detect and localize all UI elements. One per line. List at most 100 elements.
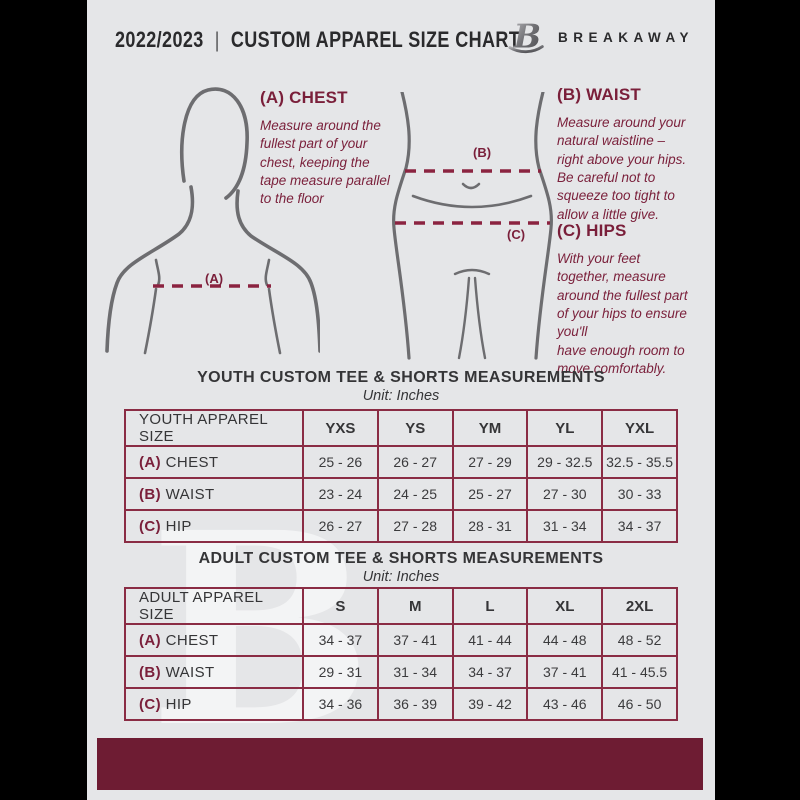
left-shoulder-arm <box>105 185 195 353</box>
size-label-header: ADULT APPAREL SIZE <box>124 587 304 625</box>
row-label: (B) WAIST <box>124 655 304 689</box>
youth-table-unit: Unit: Inches <box>362 388 440 404</box>
page-title: 2022/2023 | CUSTOM APPAREL SIZE CHART <box>115 27 520 53</box>
row-label: (C) HIP <box>124 509 304 543</box>
measurement-value: 34 - 37 <box>302 623 379 657</box>
hip-line-label: (C) <box>507 227 526 242</box>
row-label: (A) CHEST <box>124 623 304 657</box>
logo-swoosh <box>508 45 544 54</box>
upper-body-diagram: (A) <box>105 83 322 355</box>
right-armpit <box>264 258 271 287</box>
measurement-value: 25 - 26 <box>302 445 379 479</box>
row-letter-prefix: (A) <box>139 631 162 649</box>
row-label: (C) HIP <box>124 687 304 721</box>
measurement-value: 36 - 39 <box>376 687 454 721</box>
waist-heading: (B) WAIST <box>557 85 641 104</box>
title-divider: | <box>214 29 220 52</box>
measurement-value: 26 - 27 <box>376 445 454 479</box>
navel-curve <box>461 182 481 190</box>
measurement-value: 34 - 36 <box>302 687 379 721</box>
hips-heading: (C) HIPS <box>557 221 627 240</box>
chest-instructions: (A) CHEST Measure around the fullest par… <box>260 88 410 209</box>
measurement-value: 31 - 34 <box>376 655 454 689</box>
row-label: (A) CHEST <box>124 445 304 479</box>
measurement-value: 43 - 46 <box>526 687 604 721</box>
measurement-value: 32.5 - 35.5 <box>601 445 678 479</box>
adult-table-title: ADULT CUSTOM TEE & SHORTS MEASUREMENTS <box>198 550 604 567</box>
measurement-value: 27 - 28 <box>376 509 454 543</box>
measurement-value: 34 - 37 <box>601 509 678 543</box>
left-armpit <box>154 258 161 287</box>
row-letter-prefix: (C) <box>139 695 162 713</box>
head-outline <box>180 87 249 200</box>
size-column-header: L <box>451 587 529 625</box>
measurement-value: 39 - 42 <box>451 687 529 721</box>
size-label-header: YOUTH APPAREL SIZE <box>124 409 304 447</box>
measurement-value: 37 - 41 <box>376 623 454 657</box>
row-label: (B) WAIST <box>124 477 304 511</box>
hip-crease-curve <box>411 194 533 209</box>
measurement-value: 37 - 41 <box>526 655 604 689</box>
measurement-value: 27 - 29 <box>451 445 529 479</box>
measurement-value: 44 - 48 <box>526 623 604 657</box>
waist-instructions: (B) WAIST Measure around your natural wa… <box>557 85 707 224</box>
measurement-value: 29 - 32.5 <box>526 445 604 479</box>
table-row: (C) HIP 26 - 27 27 - 28 28 - 31 31 - 34 34 - … <box>124 509 678 543</box>
size-column-header: YXL <box>601 409 678 447</box>
youth-size-table: YOUTH APPAREL SIZE YXS YS YM YL YXL (A) CHEST 2… <box>124 409 678 543</box>
crotch-curve <box>453 268 491 276</box>
upper-body-figure <box>105 87 322 355</box>
hips-instructions: (C) HIPS With your feet together, measur… <box>557 221 707 379</box>
measurement-value: 41 - 45.5 <box>601 655 678 689</box>
content-layer: 2022/2023 | CUSTOM APPAREL SIZE CHART B BR… <box>87 0 715 800</box>
measurement-value: 25 - 27 <box>451 477 529 511</box>
title-year: 2022/2023 <box>115 27 204 52</box>
row-letter-prefix: (C) <box>139 517 162 535</box>
table-row: (B) WAIST 23 - 24 24 - 25 25 - 27 27 - 30 30 … <box>124 477 678 511</box>
waist-body: Measure around your natural waistline – … <box>557 115 687 222</box>
footer-accent-bar <box>97 738 703 790</box>
measurement-value: 28 - 31 <box>451 509 529 543</box>
table-row: (B) WAIST 29 - 31 31 - 34 34 - 37 37 - 41 41 … <box>124 655 678 689</box>
row-letter-prefix: (B) <box>139 485 162 503</box>
chest-heading: (A) CHEST <box>260 88 348 107</box>
size-column-header: YXS <box>302 409 379 447</box>
youth-table-title: YOUTH CUSTOM TEE & SHORTS MEASUREMENTS <box>197 369 605 386</box>
chest-body: Measure around the fullest part of your … <box>260 118 390 207</box>
measurement-value: 34 - 37 <box>451 655 529 689</box>
measurement-value: 31 - 34 <box>526 509 604 543</box>
waist-line-label: (B) <box>473 145 492 160</box>
size-column-header: YL <box>526 409 604 447</box>
left-body-outline <box>392 90 411 360</box>
left-inner-arm <box>143 287 158 355</box>
measurement-value: 48 - 52 <box>601 623 678 657</box>
right-inner-arm <box>267 287 282 355</box>
measurement-value: 29 - 31 <box>302 655 379 689</box>
right-inner-leg <box>473 276 487 360</box>
adult-table-unit: Unit: Inches <box>362 569 440 585</box>
measurement-value: 24 - 25 <box>376 477 454 511</box>
size-column-header: YM <box>451 409 529 447</box>
right-body-outline <box>534 90 553 360</box>
row-letter-prefix: (B) <box>139 663 162 681</box>
brand-name: BREAKAWAY <box>558 29 695 45</box>
brand-block: B BREAKAWAY <box>507 16 694 58</box>
size-chart-document: B 2022/2023 | CUSTOM APPAREL SIZE CHART B … <box>87 0 715 800</box>
measurement-value: 23 - 24 <box>302 477 379 511</box>
size-column-header: 2XL <box>601 587 678 625</box>
lower-body-diagram: (B) (C) <box>385 90 560 360</box>
measurement-value: 30 - 33 <box>601 477 678 511</box>
breakaway-logo-icon: B <box>508 18 544 56</box>
size-column-header: YS <box>376 409 454 447</box>
size-column-header: M <box>376 587 454 625</box>
hips-body: With your feet together, measure around … <box>557 251 688 377</box>
chest-line-label: (A) <box>205 271 224 286</box>
title-text: CUSTOM APPAREL SIZE CHART <box>230 27 521 52</box>
right-shoulder-arm <box>235 189 322 353</box>
lower-body-figure <box>392 90 553 360</box>
table-row: (C) HIP 34 - 36 36 - 39 39 - 42 43 - 46 46 - … <box>124 687 678 721</box>
measurement-value: 26 - 27 <box>302 509 379 543</box>
adult-size-table: ADULT APPAREL SIZE S M L XL 2XL (A) CHEST 34 - … <box>124 587 678 721</box>
measurement-value: 27 - 30 <box>526 477 604 511</box>
